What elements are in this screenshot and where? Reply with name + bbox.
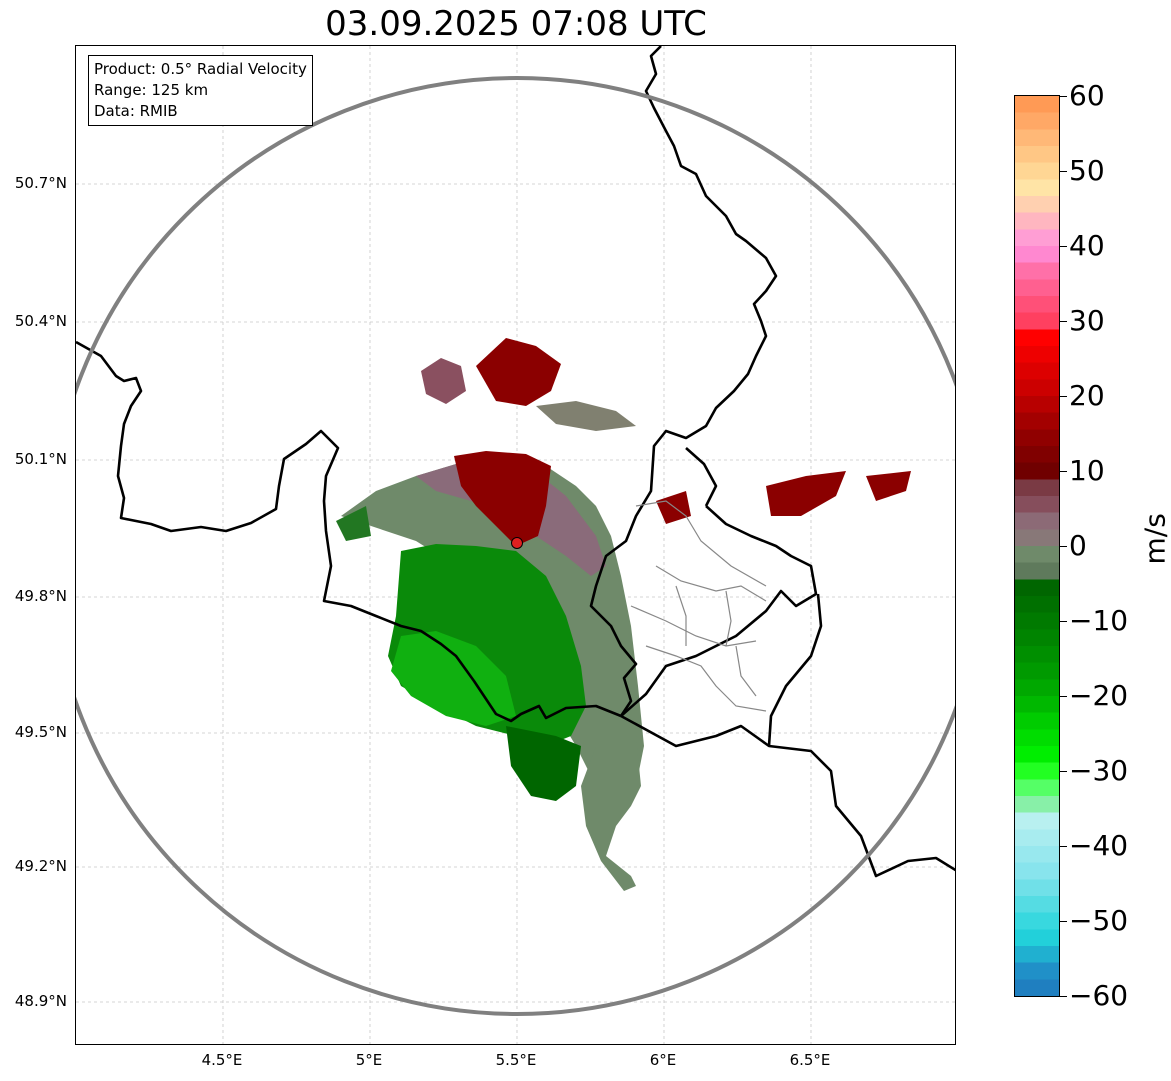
colorbar-tick — [1060, 696, 1067, 697]
colorbar-tick-label: 40 — [1069, 229, 1105, 262]
colorbar-tick-label: 10 — [1069, 454, 1105, 487]
x-tick-label: 5.5°E — [495, 1051, 537, 1069]
colorbar-tick — [1060, 471, 1067, 472]
y-tick-label: 50.4°N — [14, 312, 67, 330]
colorbar-tick-label: −10 — [1069, 604, 1129, 637]
info-product: Product: 0.5° Radial Velocity — [94, 60, 307, 78]
colorbar-tick-label: −50 — [1069, 904, 1129, 937]
colorbar-tick-label: −30 — [1069, 754, 1129, 787]
radar-map[interactable] — [75, 45, 956, 1045]
x-tick-label: 6°E — [649, 1051, 677, 1069]
colorbar-tick-label: 0 — [1069, 529, 1087, 562]
colorbar-tick — [1060, 846, 1067, 847]
y-tick-label: 49.2°N — [14, 857, 67, 875]
colorbar-tick — [1060, 996, 1067, 997]
info-range: Range: 125 km — [94, 81, 209, 99]
y-tick-label: 48.9°N — [14, 992, 67, 1010]
y-tick-label: 50.7°N — [14, 174, 67, 192]
country-borders — [76, 46, 955, 878]
y-tick-label: 49.5°N — [14, 723, 67, 741]
region-borders — [630, 500, 767, 712]
colorbar-tick — [1060, 96, 1067, 97]
info-data-source: Data: RMIB — [94, 102, 178, 120]
radar-site-marker — [511, 537, 523, 549]
x-tick-label: 4.5°E — [201, 1051, 243, 1069]
colorbar-tick — [1060, 546, 1067, 547]
y-tick-label: 49.8°N — [14, 587, 67, 605]
map-title: 03.09.2025 07:08 UTC — [325, 4, 707, 44]
colorbar-unit-label: m/s — [1138, 513, 1171, 565]
x-tick-label: 5°E — [355, 1051, 383, 1069]
colorbar-tick-label: −60 — [1069, 979, 1129, 1012]
velocity-colorbar — [1014, 95, 1060, 997]
range-ring — [76, 76, 955, 1016]
colorbar-tick-label: 60 — [1069, 79, 1105, 112]
colorbar-tick-label: −40 — [1069, 829, 1129, 862]
x-tick-label: 6.5°E — [789, 1051, 831, 1069]
colorbar-tick-label: 30 — [1069, 304, 1105, 337]
colorbar-tick-label: 20 — [1069, 379, 1105, 412]
y-tick-label: 50.1°N — [14, 450, 67, 468]
info-box: Product: 0.5° Radial Velocity Range: 125… — [88, 55, 313, 126]
colorbar-tick — [1060, 771, 1067, 772]
velocity-echoes — [336, 338, 911, 891]
radar-map-canvas — [76, 46, 955, 1044]
colorbar-tick — [1060, 921, 1067, 922]
colorbar-tick — [1060, 171, 1067, 172]
colorbar-tick-label: −20 — [1069, 679, 1129, 712]
colorbar-tick — [1060, 621, 1067, 622]
colorbar-tick — [1060, 246, 1067, 247]
colorbar-tick — [1060, 396, 1067, 397]
colorbar-tick-label: 50 — [1069, 154, 1105, 187]
colorbar-tick — [1060, 321, 1067, 322]
